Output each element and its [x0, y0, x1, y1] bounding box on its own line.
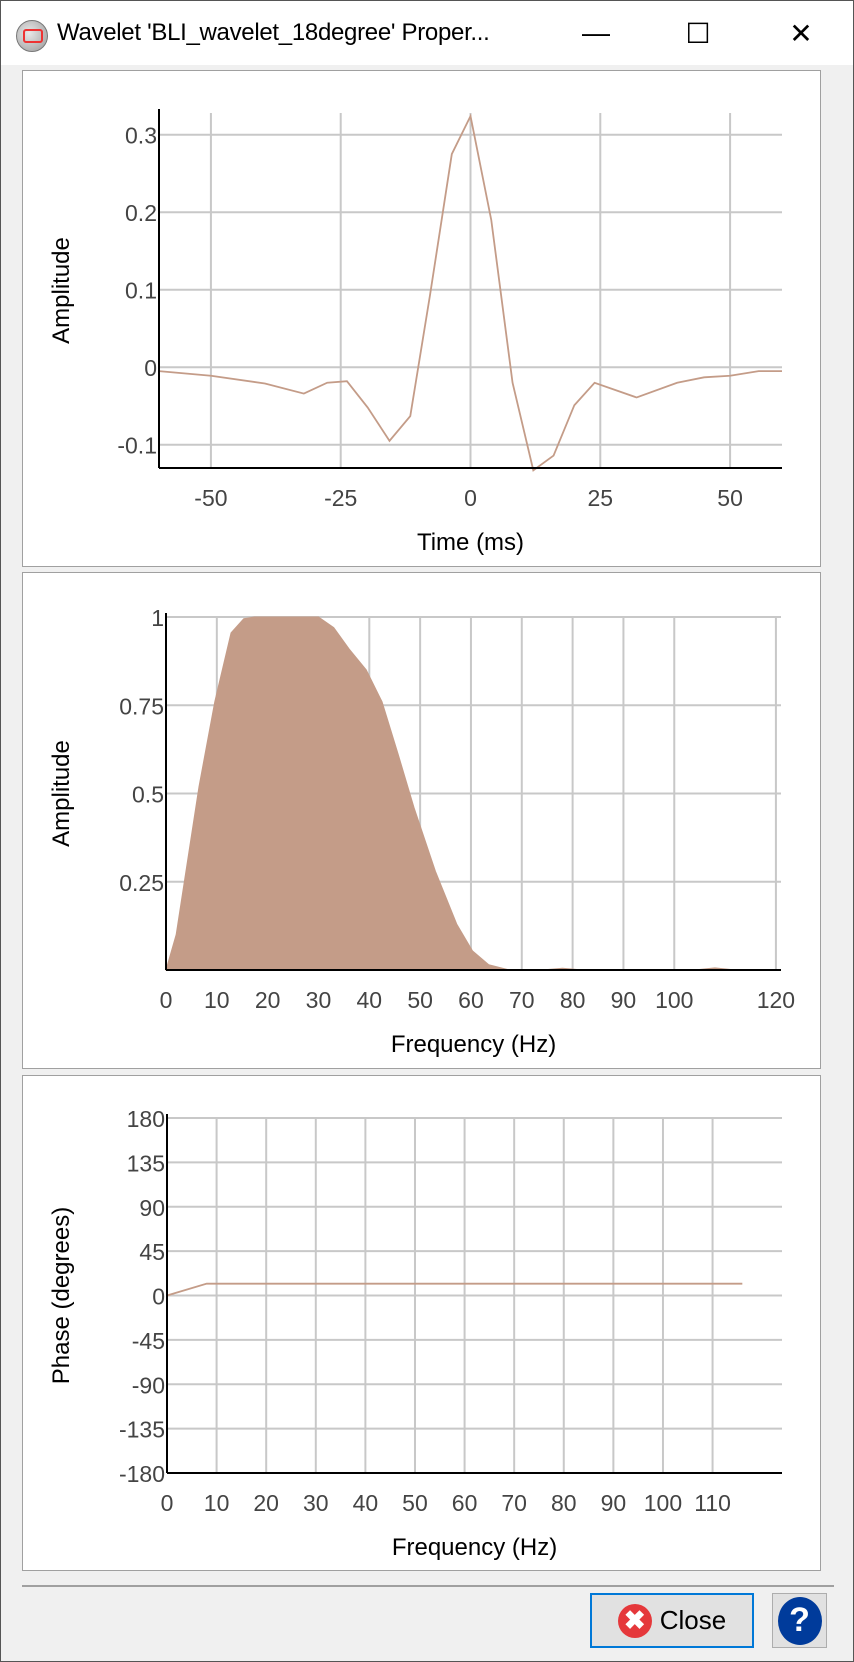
- maximize-button[interactable]: ☐: [685, 17, 711, 49]
- title-bar: Wavelet 'BLI_wavelet_18degree' Proper...…: [1, 1, 853, 65]
- x-axis-title: Time (ms): [417, 529, 524, 556]
- minimize-button[interactable]: —: [582, 17, 610, 48]
- y-axis-title: Amplitude: [48, 740, 75, 847]
- y-axis-title: Amplitude: [48, 237, 75, 344]
- x-tick-label: 10: [204, 1490, 230, 1516]
- x-tick-label: 90: [601, 1490, 627, 1516]
- window-title: Wavelet 'BLI_wavelet_18degree' Proper...: [57, 19, 490, 46]
- x-tick-label: 50: [402, 1490, 428, 1516]
- x-axis-title: Frequency (Hz): [391, 1031, 556, 1058]
- help-button[interactable]: ?: [772, 1593, 827, 1648]
- close-button[interactable]: ✖ Close: [590, 1593, 754, 1648]
- window-close-button[interactable]: ✕: [789, 17, 813, 49]
- y-tick-label: 45: [139, 1239, 165, 1265]
- y-tick-label: 90: [139, 1195, 165, 1221]
- x-tick-label: 120: [757, 987, 795, 1013]
- x-tick-label: 100: [644, 1490, 682, 1516]
- x-tick-label: 100: [655, 987, 693, 1013]
- x-tick-label: 20: [253, 1490, 279, 1516]
- y-tick-label: 0.1: [125, 278, 157, 304]
- y-tick-label: 0: [152, 1284, 165, 1310]
- x-axis-title: Frequency (Hz): [392, 1534, 557, 1561]
- x-tick-label: 60: [452, 1490, 478, 1516]
- wavelet-time-chart: -50 -25 0 25 50 -0.1 0 0.1 0.2 0.3 Time (ms) Amplit…: [48, 109, 782, 556]
- app-icon: [16, 20, 48, 52]
- series-line: [158, 113, 782, 472]
- x-tick-label: 0: [160, 987, 173, 1013]
- x-tick-label: -25: [324, 485, 357, 511]
- amplitude-spectrum-chart: 0 10 20 30 40 50 60 70 80 90 100 120 0.25 0.5 0.75 1 Fre…: [48, 605, 795, 1058]
- y-tick-label: 0.2: [125, 200, 157, 226]
- y-tick-label: 135: [127, 1150, 165, 1176]
- x-tick-label: 110: [694, 1490, 731, 1516]
- x-tick-label: 0: [464, 485, 477, 511]
- divider: [22, 1585, 834, 1587]
- x-tick-label: 50: [717, 485, 743, 511]
- close-button-label: Close: [659, 1605, 727, 1635]
- y-tick-label: 0.75: [119, 693, 164, 719]
- y-tick-label: -135: [119, 1417, 165, 1443]
- y-tick-label: 0.3: [125, 123, 157, 149]
- y-tick-label: 0.25: [119, 870, 164, 896]
- series-line: [166, 1282, 743, 1297]
- close-x-icon: ✖: [617, 1603, 652, 1638]
- y-tick-label: 180: [127, 1106, 165, 1132]
- x-tick-label: 30: [303, 1490, 329, 1516]
- y-tick-label: -90: [132, 1372, 165, 1398]
- x-tick-label: 10: [204, 987, 230, 1013]
- y-tick-label: 0: [144, 355, 157, 381]
- x-tick-label: 80: [551, 1490, 577, 1516]
- x-tick-label: 80: [560, 987, 586, 1013]
- x-tick-label: 70: [509, 987, 535, 1013]
- y-tick-label: 0.5: [132, 782, 164, 808]
- x-tick-label: 70: [501, 1490, 527, 1516]
- y-tick-label: -180: [119, 1461, 165, 1487]
- x-tick-label: 40: [357, 987, 383, 1013]
- x-tick-label: 50: [407, 987, 433, 1013]
- phase-spectrum-panel: 0 10 20 30 40 50 60 70 80 90 100 110 -180 -135 -90 -45 0…: [22, 1075, 821, 1571]
- phase-spectrum-chart: 0 10 20 30 40 50 60 70 80 90 100 110 -180 -135 -90 -45 0…: [48, 1106, 782, 1561]
- help-icon: ?: [777, 1596, 822, 1645]
- y-tick-label: -45: [132, 1328, 165, 1354]
- x-tick-label: 25: [587, 485, 613, 511]
- y-tick-label: -0.1: [117, 433, 157, 459]
- x-tick-label: -50: [194, 485, 227, 511]
- wavelet-time-panel: -50 -25 0 25 50 -0.1 0 0.1 0.2 0.3 Time (ms) Amplit…: [22, 70, 821, 567]
- x-tick-label: 30: [306, 987, 332, 1013]
- x-tick-label: 90: [611, 987, 637, 1013]
- y-axis-title: Phase (degrees): [48, 1207, 75, 1384]
- x-tick-label: 20: [255, 987, 281, 1013]
- y-tick-label: 1: [151, 605, 164, 631]
- amplitude-spectrum-panel: 0 10 20 30 40 50 60 70 80 90 100 120 0.25 0.5 0.75 1 Fre…: [22, 572, 821, 1069]
- x-tick-label: 40: [353, 1490, 379, 1516]
- x-tick-label: 0: [161, 1490, 174, 1516]
- x-tick-label: 60: [458, 987, 484, 1013]
